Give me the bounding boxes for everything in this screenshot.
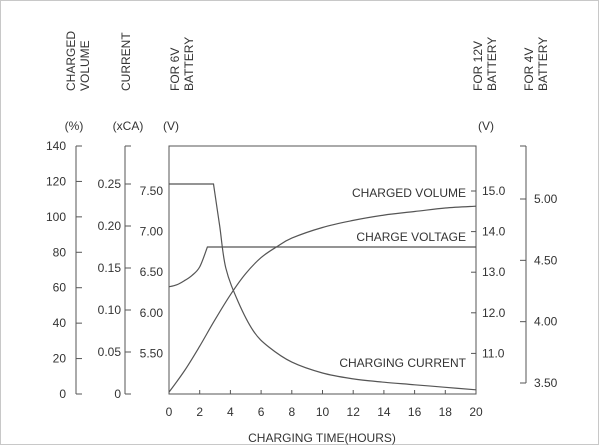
- charged-volume-tick-label: 140: [46, 139, 66, 153]
- current-tick-label: 0.25: [98, 177, 122, 191]
- x-tick-label: 14: [377, 405, 391, 419]
- x-tick-label: 16: [408, 405, 422, 419]
- voltage-12v-title-line-1: FOR 12V: [471, 41, 485, 91]
- voltage-12v-tick-label: 13.0: [482, 265, 506, 279]
- x-tick-label: 12: [347, 405, 361, 419]
- voltage-4v-tick-label: 3.50: [534, 376, 558, 390]
- x-tick-label: 6: [258, 405, 265, 419]
- voltage-12v-unit: (V): [478, 119, 494, 133]
- charged-volume-tick-label: 40: [53, 316, 67, 330]
- annotation-charge-voltage: CHARGE VOLTAGE: [356, 230, 466, 244]
- current-tick-label: 0.10: [98, 303, 122, 317]
- charged-volume-tick-label: 20: [53, 352, 67, 366]
- current-unit: (xCA): [113, 119, 144, 133]
- charged-volume-tick-label: 0: [59, 387, 66, 401]
- x-axis-label: CHARGING TIME(HOURS): [248, 431, 396, 445]
- charged-volume-title-line-2: VOLUME: [78, 40, 92, 91]
- voltage-6v-tick-label: 6.00: [140, 306, 164, 320]
- current-tick-label: 0.15: [98, 261, 122, 275]
- x-tick-label: 20: [469, 405, 483, 419]
- annotation-charging-current: CHARGING CURRENT: [339, 356, 466, 370]
- voltage-4v-tick-label: 4.00: [534, 315, 558, 329]
- current-title: CURRENT: [119, 32, 133, 91]
- charged-volume-tick-label: 80: [53, 245, 67, 259]
- current-tick-label: 0.20: [98, 219, 122, 233]
- x-tick-label: 0: [166, 405, 173, 419]
- series-line-charging-current: [169, 183, 477, 391]
- voltage-12v-tick-label: 15.0: [482, 184, 506, 198]
- charged-volume-unit: (%): [65, 119, 84, 133]
- voltage-6v-tick-label: 7.00: [140, 225, 164, 239]
- voltage-12v-tick-label: 12.0: [482, 306, 506, 320]
- voltage-6v-unit: (V): [163, 119, 179, 133]
- voltage-4v-title-line-1: FOR 4V: [522, 48, 536, 91]
- x-tick-label: 18: [439, 405, 453, 419]
- charged-volume-tick-label: 120: [46, 174, 66, 188]
- x-tick-label: 4: [227, 405, 234, 419]
- charged-volume-tick-label: 60: [53, 281, 67, 295]
- x-tick-label: 10: [316, 405, 330, 419]
- x-tick-label: 2: [196, 405, 203, 419]
- voltage-6v-title-line-2: BATTERY: [182, 37, 196, 91]
- voltage-6v-title-line-1: FOR 6V: [168, 48, 182, 91]
- charged-volume-title-line-1: CHARGED: [64, 31, 78, 91]
- voltage-6v-tick-label: 6.50: [140, 265, 164, 279]
- series-line-charge-voltage: [168, 246, 476, 288]
- voltage-12v-tick-label: 14.0: [482, 225, 506, 239]
- charged-volume-tick-label: 100: [46, 210, 66, 224]
- x-tick-label: 8: [288, 405, 295, 419]
- voltage-12v-title-line-2: BATTERY: [485, 37, 499, 91]
- annotation-charged-volume: CHARGED VOLUME: [352, 186, 466, 200]
- current-tick-label: 0.05: [98, 345, 122, 359]
- voltage-4v-tick-label: 5.00: [534, 192, 558, 206]
- voltage-4v-tick-label: 4.50: [534, 253, 558, 267]
- current-tick-label: 0: [114, 387, 121, 401]
- voltage-12v-tick-label: 11.0: [482, 346, 505, 360]
- voltage-6v-tick-label: 7.50: [140, 184, 164, 198]
- voltage-4v-title-line-2: BATTERY: [536, 37, 550, 91]
- voltage-6v-tick-label: 5.50: [140, 346, 164, 360]
